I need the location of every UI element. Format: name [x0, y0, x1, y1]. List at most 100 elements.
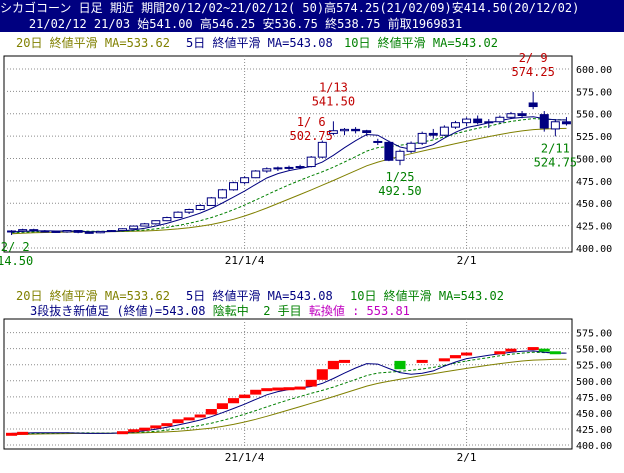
candle-body — [428, 132, 438, 136]
annotation-date: 12/ 2 — [0, 240, 30, 254]
candle-body — [328, 130, 338, 134]
tlb-brick-up — [272, 387, 284, 391]
tlb-reversal: 転換値 : 553.81 — [308, 304, 410, 318]
candle-body — [129, 225, 139, 230]
tlb-brick-up — [216, 403, 228, 410]
header-open: 始541.00 — [137, 17, 193, 31]
header-bar-type: 日足 — [78, 1, 103, 15]
candle-body — [273, 167, 283, 170]
header-line-1: シカゴコーン 日足 期近 期間20/12/02~21/02/12( 50)高57… — [0, 0, 624, 16]
candle-body — [484, 121, 494, 124]
candle-body — [51, 230, 61, 233]
tlb-brick-up — [505, 348, 517, 352]
bottom-legend-ma20: 20日 終値平滑 MA=533.62 — [16, 289, 170, 303]
tlb-brick-up — [205, 409, 217, 415]
top-y-tick-label: 450.00 — [576, 199, 612, 210]
tlb-status: 3段抜き新値足 (終値)=543.08 陰転中 2 手目 転換値 : 553.8… — [30, 304, 410, 318]
candle-body — [450, 122, 460, 128]
header-period: 期近 — [109, 1, 134, 15]
tlb-brick-up — [316, 369, 328, 380]
candle-body — [7, 230, 17, 233]
tlb-brick-down — [394, 360, 406, 370]
candle-body — [439, 126, 449, 136]
candle-body — [118, 228, 128, 232]
candle-body — [473, 118, 483, 124]
tlb-brick-up — [139, 427, 151, 431]
candle-body — [495, 116, 505, 123]
candle-body — [240, 177, 250, 184]
header-low2: 安536.75 — [262, 17, 318, 31]
bottom-legend-ma10: 10日 終値平滑 MA=543.02 — [350, 289, 504, 303]
top-x-tick-label: 2/1 — [457, 254, 477, 267]
three-line-break-chart: 400.00 425.00 450.00 475.00 500.00 525.00 550.… — [3, 318, 612, 464]
candle-body — [62, 230, 72, 233]
annotation-date: 2/ 9 — [519, 52, 548, 65]
top-x-tick-label: 21/1/4 — [225, 254, 265, 267]
annotation-date: 2/11 — [541, 141, 570, 155]
candle-body — [40, 230, 50, 233]
candle-body — [73, 230, 83, 233]
candle-body — [18, 229, 28, 232]
annotation-date: 1/25 — [386, 170, 415, 184]
tlb-ma5-line — [11, 350, 567, 434]
tlb-brick-up — [327, 360, 339, 370]
candle-body — [528, 102, 538, 108]
tlb-brick-up — [250, 389, 262, 395]
bottom-y-tick-label: 425.00 — [576, 425, 612, 436]
bottom-y-tick-label: 575.00 — [576, 329, 612, 340]
annotation-value: 414.50 — [0, 254, 33, 268]
candle-body — [406, 142, 416, 152]
tlb-method: 3段抜き新値足 (終値)=543.08 — [30, 304, 206, 318]
candle-body — [373, 140, 383, 143]
tlb-brick-up — [461, 352, 473, 356]
annotation-value: 524.75 — [534, 155, 577, 169]
bottom-y-tick-label: 500.00 — [576, 377, 612, 388]
candle-body — [351, 128, 361, 132]
tlb-brick-up — [416, 359, 428, 363]
candle-body — [184, 209, 194, 213]
header-symbol: シカゴコーン — [0, 1, 72, 15]
top-y-tick-label: 500.00 — [576, 154, 612, 165]
tlb-brick-up — [305, 379, 317, 387]
tlb-brick-up — [17, 431, 29, 435]
top-y-tick-label: 550.00 — [576, 110, 612, 121]
top-legend-ma5: 5日 終値平滑 MA=543.08 — [186, 36, 333, 50]
candle-body — [195, 204, 205, 211]
candle-body — [362, 130, 372, 134]
candle-body — [339, 128, 349, 132]
top-legend-ma20: 20日 終値平滑 MA=533.62 — [16, 36, 170, 50]
tlb-brick-up — [338, 359, 351, 363]
candle-body — [306, 156, 316, 168]
tlb-brick-up — [283, 387, 295, 391]
tlb-brick-up — [261, 388, 273, 392]
tlb-trend: 陰転中 — [212, 304, 249, 318]
candle-body — [317, 141, 327, 158]
top-y-tick-label: 575.00 — [576, 87, 612, 98]
bottom-y-tick-label: 450.00 — [576, 409, 612, 420]
candle-body — [395, 150, 405, 161]
candle-body — [262, 168, 272, 172]
tlb-brick-up — [172, 419, 184, 424]
top-legend-ma10: 10日 終値平滑 MA=543.02 — [344, 36, 498, 50]
tlb-brick-up — [150, 425, 162, 429]
candle-body — [295, 166, 305, 169]
tlb-brick-up — [227, 398, 240, 404]
bottom-y-tick-label: 475.00 — [576, 393, 612, 404]
tlb-brick-down — [538, 348, 550, 352]
candle-body — [229, 182, 239, 191]
candle-body — [384, 141, 394, 161]
bottom-y-tick-label: 525.00 — [576, 361, 612, 372]
tlb-brick-up — [438, 358, 450, 362]
tlb-brick-up — [294, 386, 306, 390]
tlb-brick-down — [549, 351, 561, 355]
candle-body — [561, 121, 571, 125]
tlb-brick-up — [527, 347, 539, 351]
candle-body — [95, 230, 105, 234]
bottom-x-tick-label: 2/1 — [457, 451, 477, 464]
header-prev: 前取1969831 — [387, 17, 463, 31]
bottom-legend-ma5: 5日 終値平滑 MA=543.08 — [186, 289, 333, 303]
header-close: 終538.75 — [325, 17, 381, 31]
tlb-count: 2 手目 — [263, 304, 302, 318]
candle-body — [151, 220, 161, 225]
